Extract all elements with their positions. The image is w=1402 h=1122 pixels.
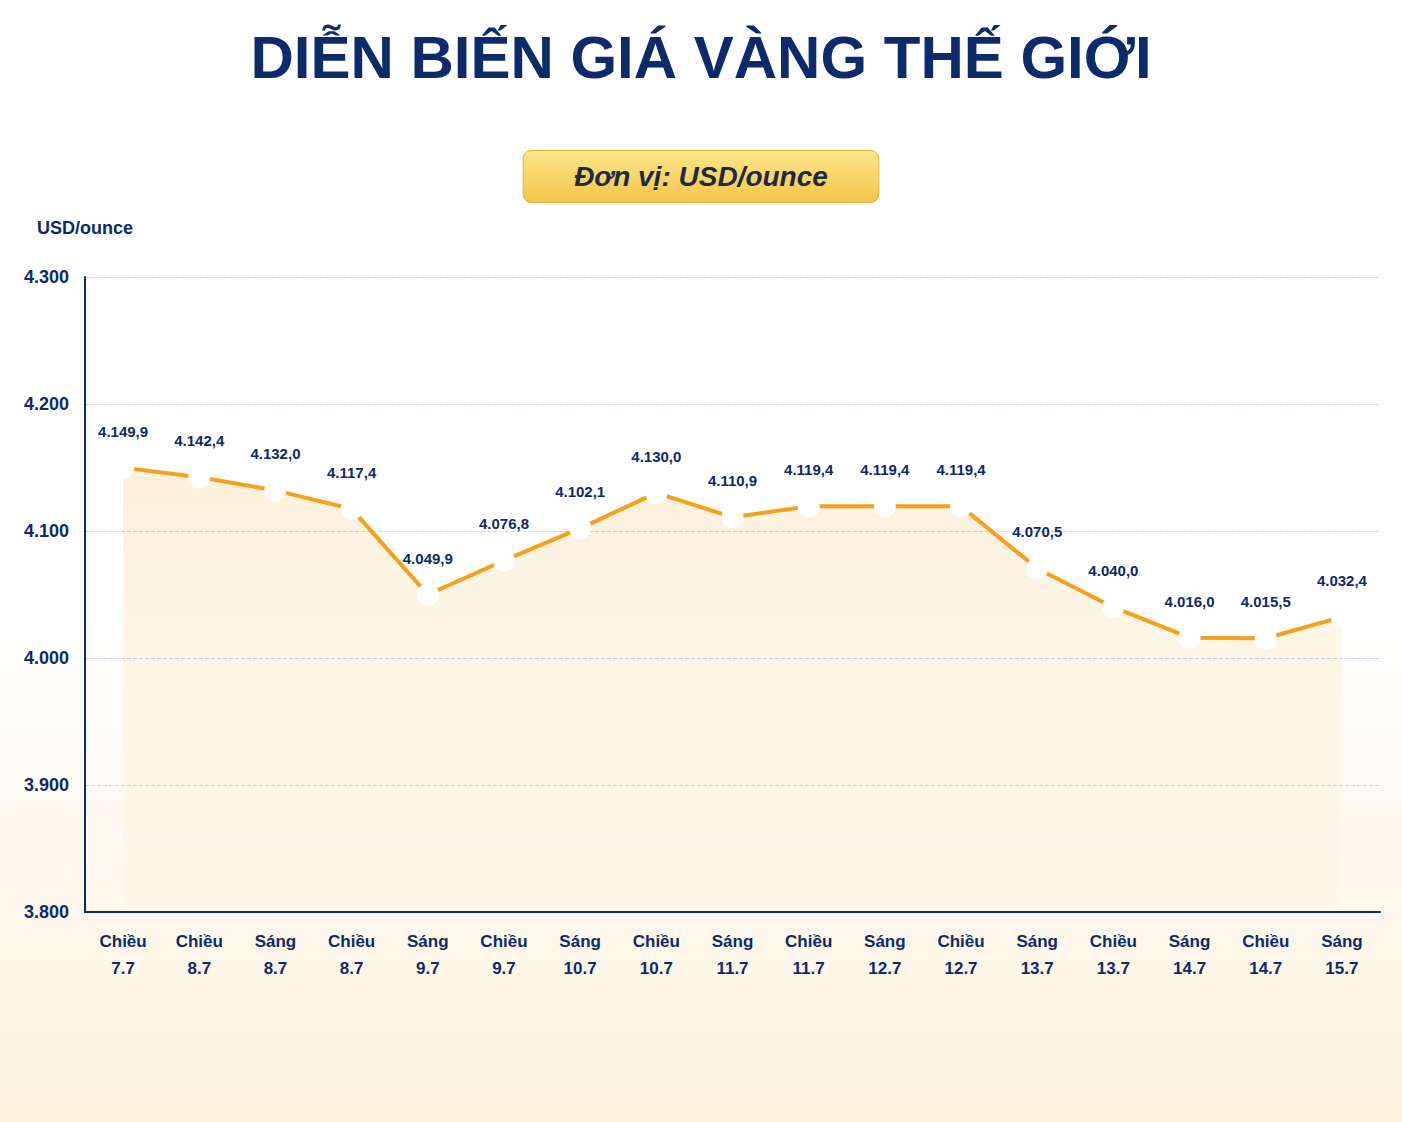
svg-text:Sáng: Sáng [712, 932, 754, 951]
svg-text:Sáng: Sáng [1169, 932, 1211, 951]
svg-text:15.7: 15.7 [1325, 959, 1358, 978]
svg-text:Chiều: Chiều [937, 932, 984, 951]
svg-text:4.070,5: 4.070,5 [1012, 523, 1062, 540]
svg-text:4.130,0: 4.130,0 [631, 448, 681, 465]
svg-text:13.7: 13.7 [1097, 959, 1130, 978]
svg-text:11.7: 11.7 [716, 959, 748, 978]
svg-text:8.7: 8.7 [187, 959, 211, 978]
svg-text:12.7: 12.7 [868, 959, 901, 978]
svg-text:Chiều: Chiều [99, 932, 146, 951]
svg-text:3.800: 3.800 [24, 902, 69, 922]
svg-text:4.119,4: 4.119,4 [784, 461, 834, 478]
svg-text:9.7: 9.7 [492, 959, 516, 978]
svg-text:Sáng: Sáng [559, 932, 601, 951]
svg-text:Chiều: Chiều [1242, 932, 1289, 951]
svg-text:4.132,0: 4.132,0 [250, 445, 300, 462]
svg-text:4.049,9: 4.049,9 [403, 550, 453, 567]
svg-text:Đơn vị: USD/ounce: Đơn vị: USD/ounce [574, 161, 828, 192]
svg-text:14.7: 14.7 [1249, 959, 1282, 978]
svg-text:4.040,0: 4.040,0 [1088, 562, 1138, 579]
svg-text:Chiều: Chiều [176, 932, 223, 951]
svg-text:Chiều: Chiều [785, 932, 832, 951]
svg-text:4.117,4: 4.117,4 [327, 464, 377, 481]
svg-text:4.100: 4.100 [24, 521, 69, 541]
svg-text:Chiều: Chiều [1090, 932, 1137, 951]
svg-text:DIỄN BIẾN GIÁ VÀNG THẾ GIỚI: DIỄN BIẾN GIÁ VÀNG THẾ GIỚI [250, 24, 1151, 91]
svg-text:Sáng: Sáng [1321, 932, 1363, 951]
svg-text:7.7: 7.7 [111, 959, 135, 978]
svg-text:4.032,4: 4.032,4 [1317, 572, 1368, 589]
svg-text:4.119,4: 4.119,4 [936, 461, 986, 478]
svg-text:Chiều: Chiều [633, 932, 680, 951]
svg-text:USD/ounce: USD/ounce [37, 218, 133, 238]
svg-text:4.142,4: 4.142,4 [174, 432, 225, 449]
svg-text:Sáng: Sáng [407, 932, 449, 951]
svg-text:4.016,0: 4.016,0 [1165, 593, 1215, 610]
svg-text:4.000: 4.000 [24, 648, 69, 668]
svg-text:12.7: 12.7 [944, 959, 977, 978]
svg-text:4.076,8: 4.076,8 [479, 515, 529, 532]
svg-text:4.300: 4.300 [24, 267, 69, 287]
svg-text:4.110,9: 4.110,9 [708, 472, 757, 489]
svg-text:Sáng: Sáng [255, 932, 297, 951]
svg-text:Sáng: Sáng [864, 932, 906, 951]
svg-text:8.7: 8.7 [340, 959, 364, 978]
svg-text:13.7: 13.7 [1021, 959, 1054, 978]
svg-text:3.900: 3.900 [24, 775, 69, 795]
svg-text:9.7: 9.7 [416, 959, 440, 978]
svg-text:Chiều: Chiều [328, 932, 375, 951]
svg-text:Chiều: Chiều [480, 932, 527, 951]
svg-text:4.015,5: 4.015,5 [1241, 593, 1291, 610]
svg-text:8.7: 8.7 [264, 959, 288, 978]
svg-text:10.7: 10.7 [640, 959, 673, 978]
svg-text:11.7: 11.7 [793, 959, 825, 978]
svg-text:Sáng: Sáng [1016, 932, 1058, 951]
svg-text:14.7: 14.7 [1173, 959, 1206, 978]
svg-text:4.200: 4.200 [24, 394, 69, 414]
svg-text:4.102,1: 4.102,1 [555, 483, 605, 500]
svg-text:4.149,9: 4.149,9 [98, 423, 148, 440]
svg-text:10.7: 10.7 [564, 959, 597, 978]
svg-text:4.119,4: 4.119,4 [860, 461, 910, 478]
